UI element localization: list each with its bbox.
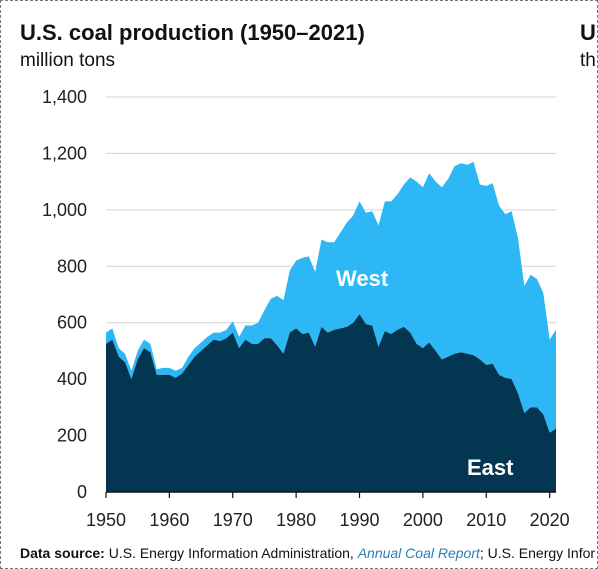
clipped-next-chart-subtitle: th (580, 50, 596, 71)
y-tick-label: 1,400 (42, 87, 87, 107)
x-tick-label: 2000 (403, 510, 443, 530)
y-tick-label: 400 (57, 369, 87, 389)
x-tick-label: 1980 (276, 510, 316, 530)
x-tick-label: 2010 (466, 510, 506, 530)
area-west (106, 161, 556, 433)
data-source-note: Data source: U.S. Energy Information Adm… (20, 545, 596, 561)
source-label: Data source: (20, 545, 105, 561)
series-label-east: East (467, 455, 514, 480)
x-tick-label: 2020 (530, 510, 570, 530)
clipped-next-chart-title: U (580, 20, 596, 45)
y-tick-label: 800 (57, 256, 87, 276)
x-tick-label: 1950 (86, 510, 126, 530)
series-areas (106, 161, 556, 492)
chart-subtitle: million tons (20, 50, 116, 71)
source-report-link[interactable]: Annual Coal Report (357, 545, 480, 561)
x-tick-label: 1990 (339, 510, 379, 530)
y-tick-label: 1,000 (42, 200, 87, 220)
y-tick-label: 0 (77, 482, 87, 502)
y-tick-label: 1,200 (42, 143, 87, 163)
chart-title: U.S. coal production (1950–2021) (20, 20, 365, 45)
x-tick-label: 1970 (213, 510, 253, 530)
series-label-west: West (336, 266, 389, 291)
area-east (106, 314, 556, 492)
axes: 0 200 400 600 800 1,000 1,200 1,400 1950 1960 1970… (42, 87, 570, 530)
x-tick-label: 1960 (149, 510, 189, 530)
y-tick-label: 200 (57, 426, 87, 446)
y-tick-label: 600 (57, 313, 87, 333)
